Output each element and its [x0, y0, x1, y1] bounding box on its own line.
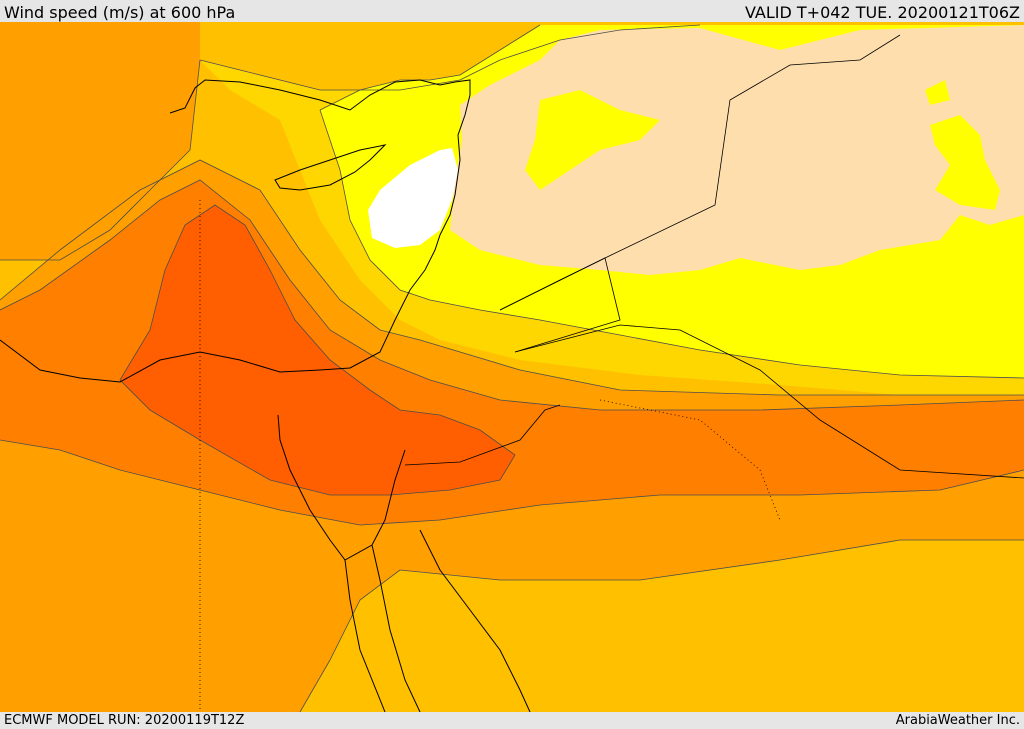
wind-speed-map-svg: [0, 22, 1024, 712]
band-red-orange: [120, 205, 515, 495]
model-run: ECMWF MODEL RUN: 20200119T12Z: [4, 713, 245, 728]
band-orange: [0, 22, 1024, 712]
weather-map[interactable]: [0, 22, 1024, 712]
coastlines: [0, 79, 531, 712]
footer-bar: ECMWF MODEL RUN: 20200119T12Z ArabiaWeat…: [0, 712, 1024, 729]
country-borders: [199, 34, 1024, 712]
band-calm: [368, 148, 458, 248]
header-bar: Wind speed (m/s) at 600 hPa VALID T+042 …: [0, 0, 1024, 22]
band-light: [450, 25, 1024, 275]
band-yellow-patch: [930, 115, 1000, 210]
valid-time: VALID T+042 TUE. 20200121T06Z: [744, 3, 1020, 22]
credit: ArabiaWeather Inc.: [895, 713, 1020, 728]
band-yellow-patch: [925, 80, 950, 105]
map-title: Wind speed (m/s) at 600 hPa: [4, 3, 236, 22]
contour-lines: [0, 24, 1024, 712]
band-yellow-patch: [525, 90, 660, 190]
